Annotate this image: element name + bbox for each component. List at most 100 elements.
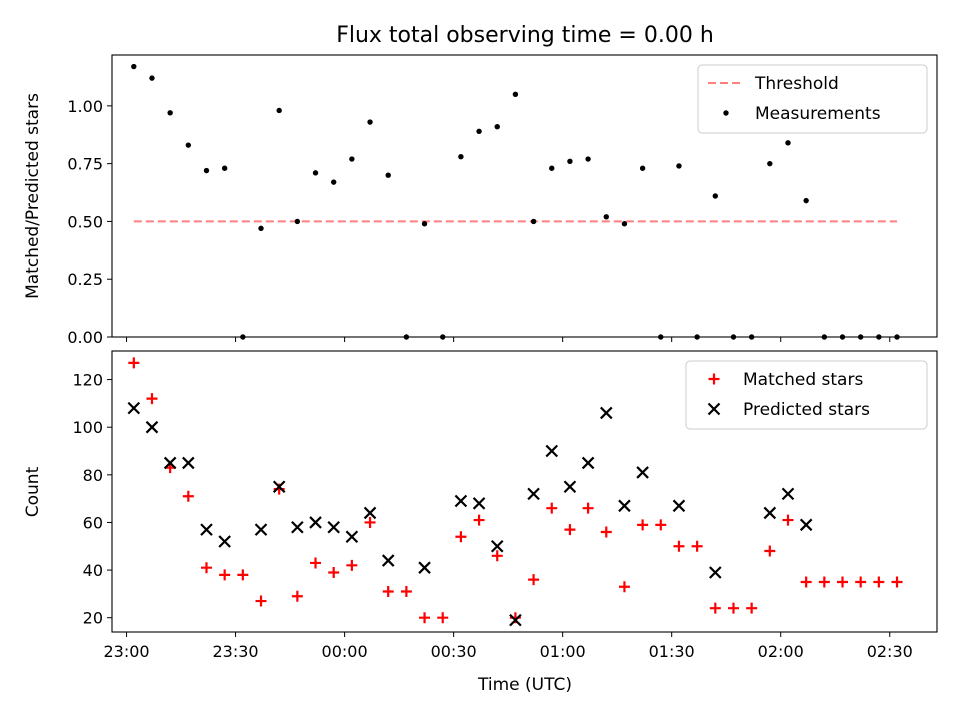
bottom-panel: 20 40 60 80 100 120 23:00 23:30 00:00 00:30 01:00 0… (23, 350, 938, 661)
bottom-y-tick-label: 120 (72, 371, 103, 390)
matched-star-point (564, 524, 576, 536)
measurement-point (712, 193, 719, 199)
measurement-point (312, 170, 319, 176)
measurement-point (258, 225, 264, 232)
bottom-y-tick-label: 60 (83, 513, 103, 532)
matched-star-point (146, 393, 158, 405)
bottom-legend-box (685, 360, 928, 430)
predicted-star-point (636, 466, 649, 479)
predicted-star-point (327, 520, 340, 534)
predicted-star-point (545, 444, 559, 458)
top-y-tick-label: 0.25 (67, 270, 103, 289)
measurement-point (603, 214, 609, 220)
matched-star-point (818, 576, 830, 588)
bottom-x-tick-label: 23:00 (103, 642, 149, 661)
predicted-star-point (563, 480, 577, 494)
matched-star-point (237, 569, 249, 581)
matched-star-point (637, 519, 649, 531)
bottom-y-tick-label: 20 (83, 609, 103, 628)
chart-title: Flux total observing time = 0.00 h (336, 23, 714, 48)
measurement-point (349, 156, 355, 162)
measurement-point (676, 163, 682, 169)
measurement-point (585, 156, 591, 162)
bottom-x-tick-label: 00:30 (431, 642, 477, 661)
predicted-star-point (200, 523, 213, 536)
measurement-point (567, 158, 573, 165)
measurement-point (167, 110, 173, 116)
measurement-point (512, 91, 519, 97)
measurement-point (203, 167, 210, 174)
measurement-point (149, 75, 155, 81)
predicted-star-point (581, 456, 595, 470)
bottom-legend: Matched stars Predicted stars (685, 360, 928, 430)
matched-star-point (855, 576, 867, 588)
matched-star-point (219, 569, 231, 581)
bottom-y-tick-label: 40 (83, 561, 103, 580)
measurement-point (330, 179, 337, 185)
predicted-star-point (254, 523, 268, 536)
bottom-x-tick-label: 02:00 (758, 642, 804, 661)
predicted-star-point (182, 456, 195, 470)
measurement-point (621, 221, 628, 227)
top-y-tick-label: 1.00 (67, 97, 103, 116)
matched-star-point (400, 586, 412, 598)
matched-star-point (800, 576, 812, 588)
bottom-x-tick-label: 02:30 (867, 642, 913, 661)
top-plot-frame (111, 54, 938, 338)
measurement-point (803, 197, 809, 204)
matched-star-point (382, 586, 394, 598)
x-axis-label: Time (UTC) (477, 675, 572, 695)
measurement-point (530, 218, 537, 225)
predicted-star-point (363, 506, 377, 520)
measurement-point (421, 221, 428, 227)
bottom-x-tick-label: 01:00 (540, 642, 586, 661)
matched-star-point (310, 557, 322, 569)
bottom-x-tick-label: 23:30 (213, 642, 259, 661)
predicted-star-point (509, 613, 522, 627)
measurement-point (367, 119, 373, 125)
measurement-point (221, 165, 228, 171)
predicted-star-point (418, 561, 431, 574)
matched-star-point (255, 595, 267, 607)
matched-star-point (182, 490, 194, 502)
measurement-point (131, 63, 137, 70)
matched-star-point (673, 540, 685, 552)
measurement-point (276, 107, 282, 114)
legend-label: Threshold (754, 74, 839, 94)
measurement-point (385, 172, 391, 178)
top-y-tick-label: 0.00 (67, 328, 103, 347)
matched-star-point (655, 519, 667, 531)
matched-star-point (746, 602, 758, 614)
predicted-star-point (599, 406, 613, 420)
matched-star-point (600, 526, 612, 538)
predicted-star-point (672, 499, 686, 513)
bottom-x-tick-label: 00:00 (322, 642, 368, 661)
legend-measurements-swatch (723, 110, 729, 116)
measurement-point (785, 140, 791, 146)
predicted-star-point (163, 456, 177, 470)
measurement-point (476, 128, 482, 134)
predicted-star-point (472, 497, 486, 510)
matched-star-point (782, 514, 794, 526)
predicted-star-point (309, 516, 322, 529)
matched-star-point (709, 602, 721, 614)
matched-star-point (528, 574, 540, 586)
bottom-axes: 20 40 60 80 100 120 23:00 23:30 00:00 00:30 01:00 0… (72, 350, 938, 661)
matched-star-point (837, 576, 849, 588)
bottom-y-tick-label: 80 (83, 466, 103, 485)
predicted-star-point (127, 401, 141, 415)
bottom-y-tick-label: 100 (72, 418, 103, 437)
bottom-plot-frame (111, 350, 938, 633)
predicted-star-point (709, 566, 722, 579)
bottom-y-axis-label: Count (23, 466, 43, 517)
measurement-point (494, 123, 500, 130)
legend-matched-swatch (708, 373, 720, 385)
top-y-tick-label: 0.75 (67, 155, 103, 174)
top-plot-marks (131, 63, 900, 340)
top-y-axis-label: Matched/Predicted stars (23, 93, 43, 299)
bottom-x-tick-label: 01:30 (649, 642, 695, 661)
top-legend: Threshold Measurements (697, 64, 928, 134)
predicted-star-point (291, 520, 304, 534)
measurement-point (185, 142, 192, 148)
